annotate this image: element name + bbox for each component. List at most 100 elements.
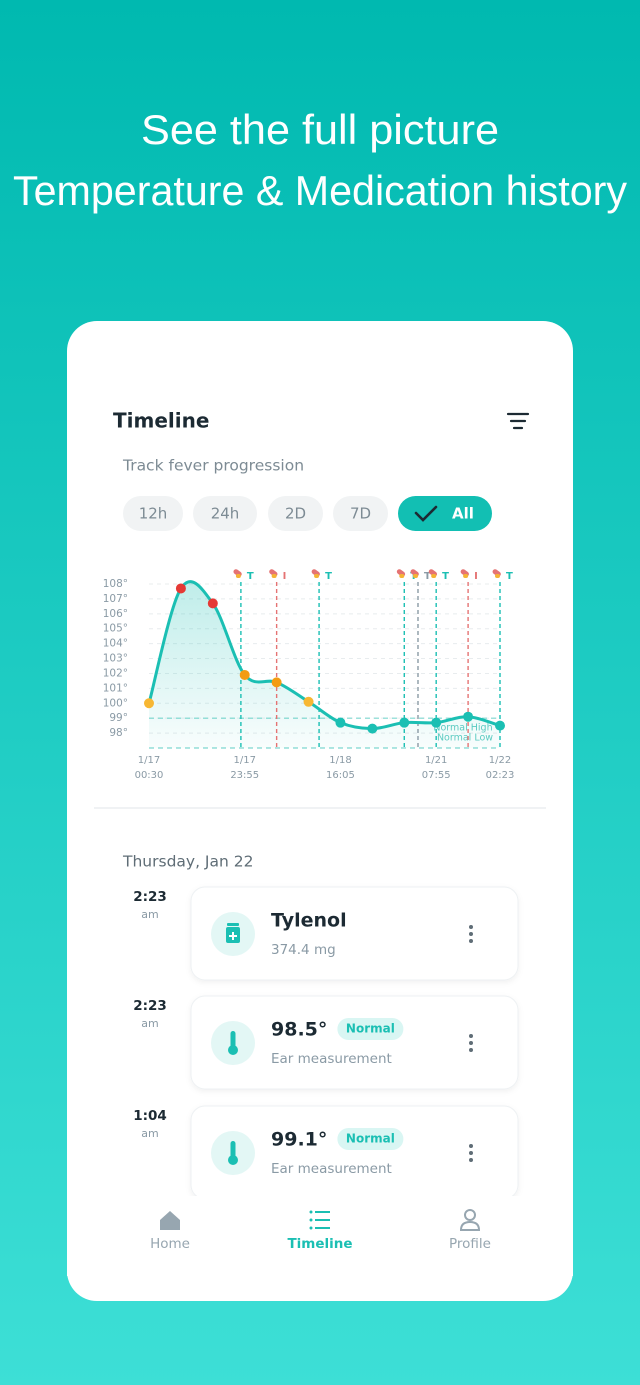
- more-dot: [469, 1144, 473, 1148]
- pill-icon: [235, 574, 241, 578]
- pill-label: All: [452, 505, 474, 523]
- profile-icon: [464, 1209, 476, 1221]
- entry-detail: Ear measurement: [271, 1161, 392, 1177]
- filter-icon[interactable]: [506, 412, 530, 430]
- x-tick-label: 1/22: [489, 755, 511, 766]
- y-tick-label: 107°: [103, 593, 128, 605]
- entry-list: 2:23 am Tylenol 374.4 mg 2:23 am 98.5° Normal Ea…: [133, 886, 519, 1200]
- thermo-icon: [230, 1031, 236, 1048]
- list-icon: [309, 1226, 313, 1230]
- pill-icon: [271, 574, 277, 578]
- nav-items: Home Timeline Profile: [150, 1209, 491, 1253]
- pill-icon: [495, 574, 500, 578]
- bottle-cap: [227, 923, 239, 926]
- pill-icon: [412, 574, 418, 578]
- headline: Temperature & Medication history: [13, 167, 627, 214]
- data-point: [367, 723, 378, 734]
- pill-bg: [333, 496, 388, 531]
- entry-period: am: [141, 1127, 158, 1140]
- check-icon: [414, 505, 438, 522]
- more-dot: [469, 1151, 473, 1155]
- nav-item[interactable]: Home: [150, 1211, 190, 1252]
- entry-bg: [190, 995, 519, 1090]
- entry-detail: Ear measurement: [271, 1051, 392, 1067]
- y-tick-label: 104°: [103, 638, 128, 650]
- nav-label: Home: [150, 1236, 190, 1252]
- pill-label: 12h: [139, 505, 168, 523]
- area: [149, 581, 500, 748]
- page-title: Timeline: [113, 409, 209, 433]
- entry-time: 2:23: [133, 998, 167, 1014]
- y-tick-label: 105°: [103, 623, 128, 635]
- pill-label: 7D: [350, 505, 371, 523]
- entry-card[interactable]: Tylenol 374.4 mg: [190, 886, 519, 981]
- x-tick-label: 1/21: [425, 755, 447, 766]
- medication-letter: I: [474, 571, 478, 582]
- x-tick-label: 00:30: [135, 770, 164, 781]
- entry-detail: 374.4 mg: [271, 942, 336, 958]
- y-tick-label: 99°: [109, 712, 128, 724]
- entry-card[interactable]: 98.5° Normal Ear measurement: [190, 995, 519, 1090]
- medication-letter: T: [506, 571, 513, 582]
- filter-pill[interactable]: 24h: [193, 496, 257, 531]
- y-tick-label: 108°: [103, 578, 128, 590]
- pill-bg: [398, 496, 492, 531]
- subtitle: Track fever progression: [122, 457, 304, 475]
- list-icon: [309, 1218, 313, 1222]
- filter-pill[interactable]: 12h: [123, 496, 183, 531]
- medication-letter: I: [283, 571, 287, 582]
- x-tick-label: 1/17: [138, 755, 160, 766]
- nav-item[interactable]: Profile: [449, 1209, 491, 1252]
- pill-label: 24h: [211, 505, 240, 523]
- x-tick-label: 1/18: [329, 755, 351, 766]
- pill-label: 2D: [285, 505, 306, 523]
- medication-letter: T: [325, 571, 332, 582]
- pill-icon: [399, 574, 405, 578]
- data-point: [207, 598, 218, 609]
- bottle-cross: [229, 932, 237, 940]
- pill-icon: [463, 574, 469, 578]
- entry-card[interactable]: 99.1° Normal Ear measurement: [190, 1105, 519, 1200]
- headline: See the full picture: [141, 106, 499, 153]
- bottom-nav: [67, 1196, 573, 1276]
- nav-label: Profile: [449, 1236, 491, 1252]
- thermo-icon: [230, 1141, 236, 1158]
- medication-letter: T: [442, 571, 449, 582]
- y-tick-label: 101°: [103, 682, 128, 694]
- date-heading: Thursday, Jan 22: [122, 853, 253, 871]
- entry-period: am: [141, 1017, 158, 1030]
- filter-pill[interactable]: All: [398, 496, 492, 531]
- status-badge: [337, 1018, 404, 1040]
- filter-pill[interactable]: 7D: [333, 496, 388, 531]
- y-tick-label: 103°: [103, 653, 128, 665]
- more-dot: [469, 932, 473, 936]
- x-tick-label: 07:55: [422, 770, 451, 781]
- data-point: [144, 698, 154, 709]
- data-point: [303, 696, 314, 707]
- entry-time: 1:04: [133, 1108, 167, 1124]
- medication-letter: T: [247, 571, 254, 582]
- entry-title: Tylenol: [271, 910, 347, 932]
- status-label: Normal: [346, 1132, 395, 1146]
- filter-pill[interactable]: 2D: [268, 496, 323, 531]
- more-dot: [469, 1158, 473, 1162]
- data-point: [239, 669, 250, 680]
- data-point: [495, 720, 505, 731]
- pill-icon: [431, 574, 437, 578]
- more-dot: [469, 1034, 473, 1038]
- entry-bg: [190, 886, 519, 981]
- home-icon: [160, 1211, 180, 1230]
- x-tick-label: 23:55: [230, 770, 259, 781]
- more-dot: [469, 1048, 473, 1052]
- data-point: [335, 717, 346, 728]
- entry-time: 2:23: [133, 889, 167, 905]
- list-icon: [309, 1210, 313, 1214]
- y-tick-label: 106°: [103, 608, 128, 620]
- nav-item[interactable]: Timeline: [287, 1210, 353, 1253]
- entry-period: am: [141, 908, 158, 921]
- chart: 98° 99° 100° 101° 102° 103° 104° 105° 106° 107° 10…: [103, 569, 514, 781]
- y-tick-label: 100°: [103, 697, 128, 709]
- y-tick-label: 98°: [109, 727, 128, 739]
- y-tick-label: 102°: [103, 667, 128, 679]
